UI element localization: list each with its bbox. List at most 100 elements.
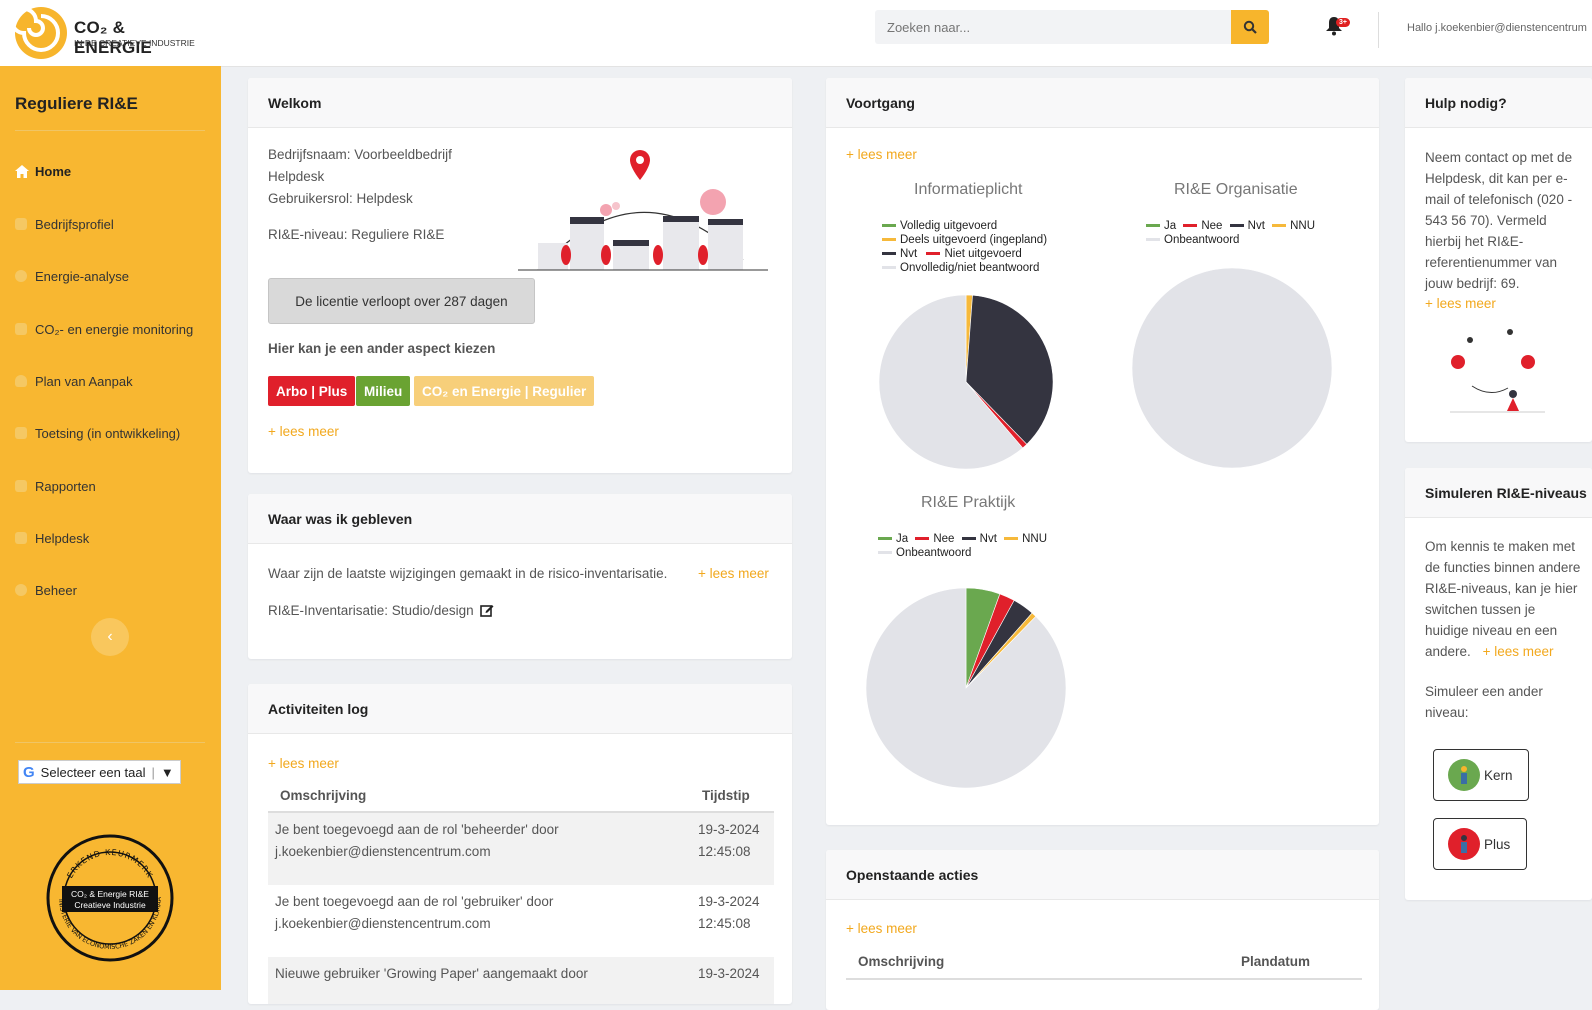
- helpdesk-icon: [15, 532, 27, 544]
- gear-icon: [15, 584, 27, 596]
- legend-label: Niet uitgevoerd: [944, 248, 1022, 260]
- sidebar-item-energie-analyse[interactable]: Energie-analyse: [15, 266, 129, 286]
- help-line: 543 56 70). Vermeld: [1425, 213, 1547, 228]
- legend-label: NNU: [1022, 533, 1048, 545]
- sidebar-item-plan-van-aanpak[interactable]: Plan van Aanpak: [15, 371, 133, 391]
- legend-label: Onvolledig/niet beantwoord: [900, 262, 1040, 274]
- table-header-divider: [268, 811, 774, 813]
- legend-swatch: [882, 252, 896, 256]
- lightbulb-icon: [15, 375, 27, 387]
- column-header-description: Omschrijving: [280, 788, 367, 803]
- legend-organisatie: Ja Nee Nvt NNU Onbeantwoord: [1146, 219, 1315, 247]
- legend-label: Nee: [1201, 220, 1223, 232]
- simulate-button-label: Kern: [1484, 767, 1513, 783]
- lees-meer-link[interactable]: + lees meer: [268, 756, 339, 771]
- pie-slice-onvolledig-niet-beantwoord[interactable]: [878, 294, 1024, 470]
- notifications-button[interactable]: 3+: [1325, 16, 1355, 40]
- lees-meer-link[interactable]: + lees meer: [846, 921, 917, 936]
- logo[interactable]: CO₂ & ENERGIE IN DE CREATIEVE INDUSTRIE: [10, 6, 204, 60]
- simulate-button-label: Plus: [1484, 836, 1511, 852]
- progress-card: Voortgang + lees meer Informatieplicht V…: [826, 78, 1379, 825]
- logo-title: CO₂ & ENERGIE: [74, 18, 152, 57]
- search-bar: [875, 10, 1272, 44]
- legend-label: Onbeantwoord: [896, 547, 972, 559]
- card-title: Openstaande acties: [826, 850, 1379, 900]
- pie-slice-nvt[interactable]: [965, 294, 1054, 445]
- pie-slice-onbeantwoord[interactable]: [1131, 267, 1333, 469]
- row-description-line2: j.koekenbier@dienstencentrum.com: [275, 844, 491, 859]
- simulate-card: Simuleren RI&E-niveaus Om kennis te make…: [1405, 468, 1592, 900]
- language-separator: |: [151, 764, 155, 780]
- home-icon: [15, 164, 29, 178]
- sidebar-item-monitoring[interactable]: CO₂- en energie monitoring: [15, 319, 193, 339]
- lees-meer-link[interactable]: + lees meer: [268, 424, 339, 439]
- help-card: Hulp nodig? Neem contact op met de Helpd…: [1405, 78, 1592, 442]
- aspect-tag-co2[interactable]: CO₂ en Energie | Regulier: [414, 376, 595, 406]
- help-line: referentienummer van: [1425, 255, 1558, 270]
- aspect-tag-arbo[interactable]: Arbo | Plus: [268, 376, 356, 406]
- lees-meer-link[interactable]: + lees meer: [846, 147, 917, 162]
- table-row: Je bent toegevoegd aan de rol 'beheerder…: [268, 813, 774, 885]
- sidebar-item-beheer[interactable]: Beheer: [15, 580, 77, 600]
- sidebar-collapse-button[interactable]: ‹: [91, 618, 129, 656]
- legend-swatch: [882, 238, 896, 242]
- city-illustration: [518, 150, 768, 271]
- simulate-line-text: andere.: [1425, 644, 1471, 659]
- search-input[interactable]: [875, 10, 1231, 44]
- chart-title-organisatie: RI&E Organisatie: [1174, 181, 1298, 198]
- card-title: Activiteiten log: [248, 684, 792, 734]
- welcome-card: Welkom Bedrijfsnaam: Voorbeeldbedrijf He…: [248, 78, 792, 473]
- sidebar-title: Reguliere RI&E: [15, 94, 138, 113]
- row-description-line2: j.koekenbier@dienstencentrum.com: [275, 916, 491, 931]
- simulate-prompt-line2: niveau:: [1425, 705, 1469, 720]
- help-illustration: [1450, 329, 1545, 413]
- sidebar-item-toetsing[interactable]: Toetsing (in ontwikkeling): [15, 423, 180, 443]
- simulate-plus-button[interactable]: Plus: [1433, 818, 1527, 870]
- help-line: Helpdesk, dit kan per e-: [1425, 171, 1568, 186]
- energy-icon: [15, 270, 27, 282]
- sidebar-item-home[interactable]: Home: [15, 161, 71, 181]
- legend-swatch: [882, 266, 896, 270]
- legend-swatch: [1272, 224, 1287, 228]
- license-button[interactable]: De licentie verloopt over 287 dagen: [268, 278, 535, 324]
- legend-swatch: [878, 551, 892, 555]
- pie-chart-informatieplicht: [878, 294, 1054, 470]
- open-actions-card: Openstaande acties + lees meer Omschrijv…: [826, 850, 1379, 1010]
- legend-swatch: [1229, 224, 1244, 228]
- help-text: Neem contact op met de Helpdesk, dit kan…: [1425, 147, 1572, 294]
- monitoring-icon: [15, 323, 27, 335]
- search-button[interactable]: [1231, 10, 1269, 44]
- help-line: hierbij het RI&E-: [1425, 234, 1524, 249]
- pie-slice-onbeantwoord[interactable]: [865, 587, 1067, 789]
- row-date: 19-3-2024: [698, 894, 760, 909]
- legend-label: Nvt: [979, 533, 997, 545]
- pie-chart-praktijk: [865, 587, 1067, 789]
- column-header-description: Omschrijving: [858, 954, 945, 969]
- legend-swatch: [882, 224, 896, 228]
- seal-center-line2: Creatieve Industrie: [74, 900, 146, 910]
- legend-label: Onbeantwoord: [1164, 234, 1240, 246]
- google-icon: G: [23, 763, 35, 781]
- lees-meer-link[interactable]: + lees meer: [698, 566, 769, 581]
- aspect-tag-milieu[interactable]: Milieu: [356, 376, 411, 406]
- inventarisatie-link[interactable]: RI&E-Inventarisatie: Studio/design: [268, 603, 494, 618]
- simulate-line: RI&E-niveaus, kan je hier: [1425, 581, 1578, 596]
- sidebar-item-helpdesk[interactable]: Helpdesk: [15, 528, 89, 548]
- legend-item: Volledig uitgevoerd: [882, 219, 1047, 233]
- sidebar-divider: [15, 130, 205, 131]
- svg-text:ERKEND KEURMERK: ERKEND KEURMERK: [65, 848, 154, 880]
- chart-title-informatieplicht: Informatieplicht: [914, 181, 1023, 198]
- top-bar: CO₂ & ENERGIE IN DE CREATIEVE INDUSTRIE …: [0, 0, 1592, 67]
- sidebar-item-label: Plan van Aanpak: [35, 373, 133, 389]
- lees-meer-link[interactable]: + lees meer: [1425, 296, 1496, 311]
- user-greeting[interactable]: Hallo j.koekenbier@dienstencentrum: [1407, 22, 1587, 34]
- simulate-kern-button[interactable]: Kern: [1433, 749, 1529, 801]
- legend-swatch: [1146, 224, 1160, 228]
- language-select[interactable]: G Selecteer een taal | ▼: [18, 760, 181, 784]
- header-divider: [1378, 12, 1379, 48]
- sidebar-item-bedrijfsprofiel[interactable]: Bedrijfsprofiel: [15, 214, 114, 234]
- lees-meer-link[interactable]: + lees meer: [1482, 644, 1554, 659]
- sidebar-item-rapporten[interactable]: Rapporten: [15, 476, 96, 496]
- legend-item: Nvt Niet uitgevoerd: [882, 247, 1047, 261]
- simulate-line: switchen tussen je: [1425, 602, 1536, 617]
